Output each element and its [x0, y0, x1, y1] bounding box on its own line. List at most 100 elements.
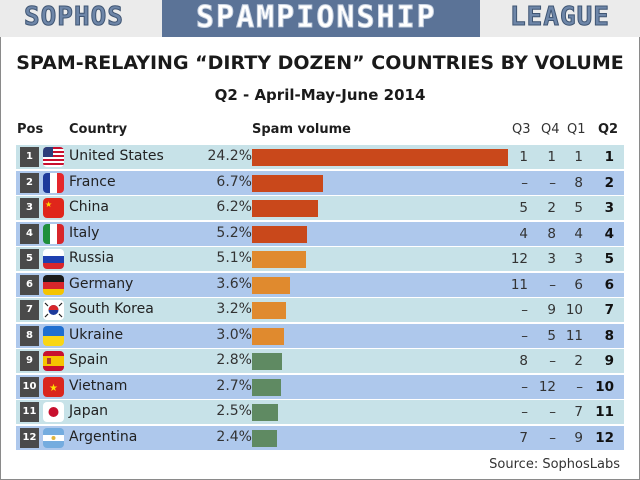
- q2-rank: 10: [595, 378, 614, 395]
- q1-rank: –: [576, 378, 583, 395]
- rank-badge: 11: [20, 402, 39, 422]
- rank-badge: 4: [20, 223, 39, 244]
- q4-rank: 5: [547, 327, 556, 344]
- volume-bar: [252, 225, 307, 243]
- volume-bar: [252, 302, 286, 319]
- q3-rank: –: [521, 327, 528, 344]
- q4-rank: 8: [547, 225, 556, 242]
- q2-rank: 8: [604, 327, 614, 344]
- rank-badge: 1: [20, 147, 39, 167]
- q3-rank: –: [521, 404, 528, 420]
- country-name: Japan: [69, 403, 109, 419]
- q3-rank: 1: [519, 149, 528, 165]
- q2-rank: 2: [604, 174, 614, 191]
- q3-rank: 11: [510, 276, 528, 293]
- q2-rank: 5: [604, 251, 614, 267]
- banner: SOPHOS SPAMPIONSHIP LEAGUE: [0, 0, 640, 37]
- country-name: South Korea: [69, 301, 154, 317]
- q2-rank: 1: [604, 149, 614, 165]
- header-q1: Q1: [567, 122, 586, 137]
- q1-rank: 5: [574, 200, 583, 216]
- svg-text:★: ★: [45, 200, 52, 209]
- table-row: 1 United States 24.2% 1 1 1 1: [16, 145, 624, 169]
- country-name: China: [69, 199, 109, 215]
- rank-badge: 8: [20, 325, 39, 346]
- volume-percent: 2.8%: [216, 352, 252, 368]
- ukraine-flag-icon: [43, 325, 64, 346]
- q4-rank: –: [549, 174, 556, 191]
- volume-percent: 2.4%: [216, 428, 252, 445]
- header-q4: Q4: [541, 122, 560, 137]
- q1-rank: 6: [574, 276, 583, 293]
- rank-badge: 6: [20, 274, 39, 295]
- rank-badge: 3: [20, 198, 39, 218]
- q3-rank: –: [521, 378, 528, 395]
- country-name: Russia: [69, 250, 115, 266]
- table-row: 4 Italy 5.2% 4 8 4 4: [16, 221, 624, 246]
- q4-rank: –: [549, 429, 556, 446]
- banner-left-text: SOPHOS: [24, 2, 124, 33]
- q1-rank: 8: [574, 174, 583, 191]
- q4-rank: 9: [547, 302, 556, 318]
- table-row: 7 South Korea 3.2% – 9 10 7: [16, 298, 624, 322]
- chart-title: SPAM-RELAYING “DIRTY DOZEN” COUNTRIES BY…: [16, 52, 624, 74]
- q3-rank: 4: [519, 225, 528, 242]
- south-korea-flag-icon: [43, 300, 64, 320]
- q1-rank: 2: [574, 353, 583, 369]
- q4-rank: –: [549, 353, 556, 369]
- rank-badge: 10: [20, 376, 39, 397]
- volume-percent: 5.1%: [216, 250, 252, 266]
- volume-percent: 5.2%: [216, 224, 252, 241]
- country-name: Germany: [69, 275, 134, 292]
- header-country: Country: [69, 122, 128, 137]
- header-volume: Spam volume: [252, 122, 351, 137]
- rank-badge: 12: [20, 427, 39, 448]
- argentina-flag-icon: [43, 427, 64, 448]
- q1-rank: 11: [565, 327, 583, 344]
- q3-rank: 7: [519, 429, 528, 446]
- italy-flag-icon: [43, 223, 64, 244]
- rank-badge: 9: [20, 351, 39, 371]
- banner-center-block: [162, 0, 480, 37]
- banner-right-text: LEAGUE: [510, 2, 610, 33]
- vietnam-flag-icon: ★: [43, 376, 64, 397]
- country-name: Spain: [69, 352, 109, 368]
- volume-bar: [252, 404, 278, 421]
- table-row: 12 Argentina 2.4% 7 – 9 12: [16, 425, 624, 450]
- q2-rank: 6: [604, 276, 614, 293]
- chart-subtitle: Q2 - April-May-June 2014: [214, 86, 426, 104]
- volume-percent: 3.0%: [216, 326, 252, 343]
- q3-rank: –: [521, 302, 528, 318]
- volume-percent: 3.2%: [216, 301, 252, 317]
- q1-rank: 1: [574, 149, 583, 165]
- table-row: 9 Spain 2.8% 8 – 2 9: [16, 349, 624, 373]
- japan-flag-icon: [43, 402, 64, 422]
- country-name: Vietnam: [69, 377, 128, 394]
- volume-percent: 24.2%: [207, 148, 252, 164]
- q1-rank: 3: [574, 251, 583, 267]
- header-q2: Q2: [598, 122, 619, 137]
- volume-percent: 3.6%: [216, 275, 252, 292]
- volume-bar: [252, 200, 318, 217]
- volume-bar: [252, 353, 282, 370]
- q3-rank: 8: [519, 353, 528, 369]
- chart-title-box: SPAM-RELAYING “DIRTY DOZEN” COUNTRIES BY…: [0, 52, 640, 74]
- volume-bar: [252, 378, 281, 396]
- volume-percent: 6.7%: [216, 173, 252, 190]
- q3-rank: –: [521, 174, 528, 191]
- header-pos: Pos: [17, 122, 44, 137]
- volume-percent: 2.5%: [216, 403, 252, 419]
- q2-rank: 7: [604, 302, 614, 318]
- volume-bar: [252, 327, 284, 345]
- source-note: Source: SophosLabs: [489, 457, 620, 472]
- volume-bar: [252, 174, 323, 192]
- q2-rank: 12: [595, 429, 614, 446]
- svg-text:★: ★: [49, 383, 58, 394]
- q2-rank: 4: [604, 225, 614, 242]
- table-row: 11 Japan 2.5% – – 7 11: [16, 400, 624, 424]
- table-row: 6 Germany 3.6% 11 – 6 6: [16, 272, 624, 297]
- rank-badge: 7: [20, 300, 39, 320]
- q2-rank: 3: [604, 200, 614, 216]
- country-name: United States: [69, 148, 164, 164]
- germany-flag-icon: [43, 274, 64, 295]
